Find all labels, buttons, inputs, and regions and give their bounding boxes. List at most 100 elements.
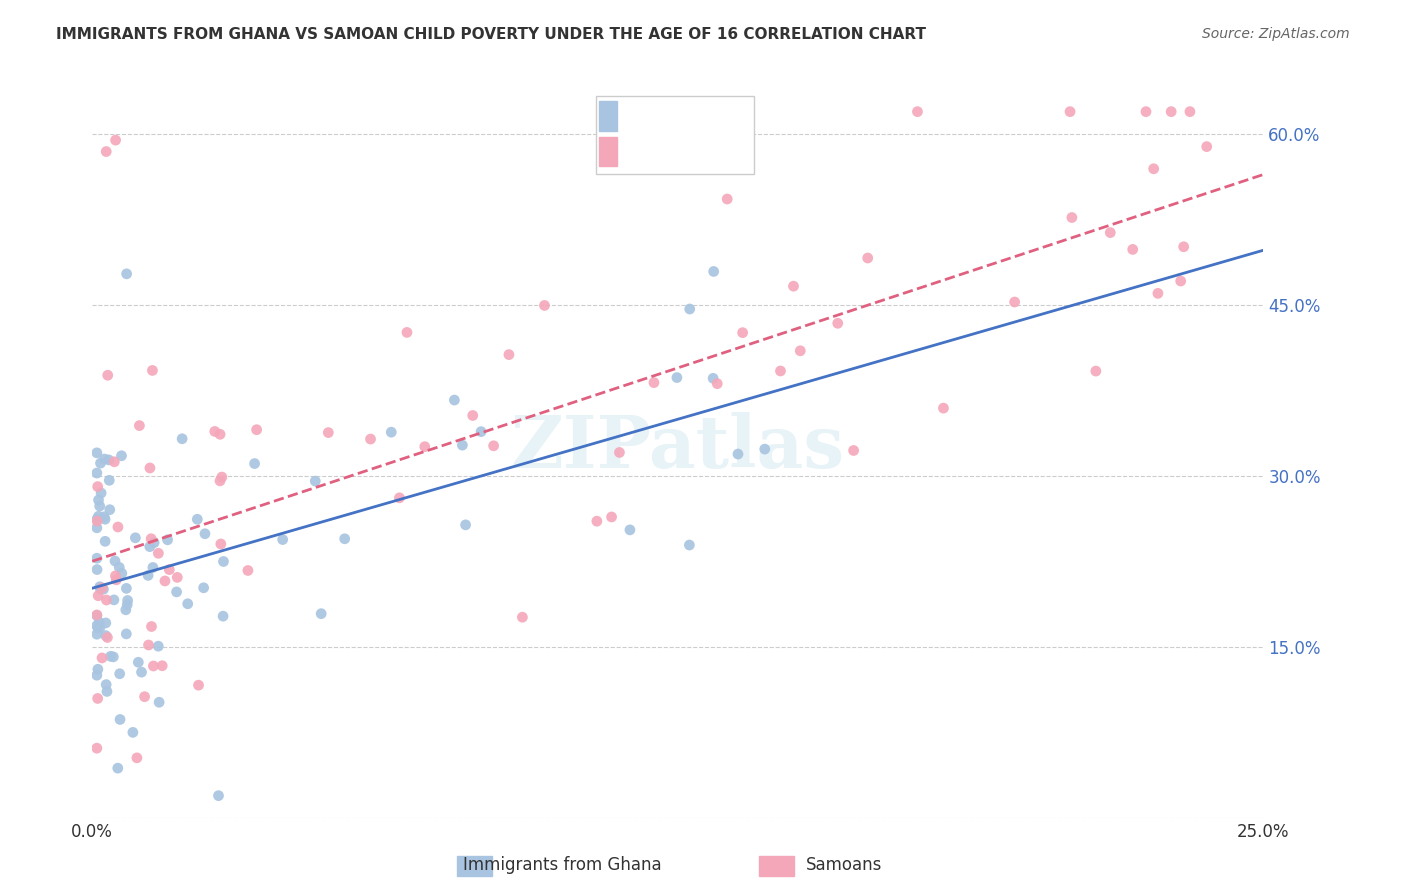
Point bbox=[454, 517, 477, 532]
Point bbox=[87, 493, 110, 508]
Text: R =: R = bbox=[619, 143, 658, 161]
Point bbox=[177, 597, 200, 611]
Point bbox=[609, 445, 631, 459]
Point bbox=[107, 761, 129, 775]
Point bbox=[91, 651, 114, 665]
Point bbox=[388, 491, 411, 505]
Point bbox=[309, 607, 332, 621]
Point bbox=[212, 554, 235, 568]
Point bbox=[97, 368, 120, 383]
Point bbox=[1170, 274, 1192, 288]
Point bbox=[89, 456, 111, 470]
Point bbox=[86, 608, 108, 623]
Point bbox=[842, 443, 865, 458]
Point bbox=[498, 348, 520, 362]
Point bbox=[91, 581, 114, 595]
Point bbox=[1060, 211, 1083, 225]
Point bbox=[104, 133, 127, 147]
Point bbox=[110, 449, 132, 463]
Point bbox=[114, 603, 136, 617]
Point bbox=[86, 480, 108, 494]
Point bbox=[89, 582, 111, 596]
Point bbox=[134, 690, 156, 704]
Text: N =: N = bbox=[696, 105, 747, 123]
Point bbox=[586, 514, 609, 528]
Point bbox=[932, 401, 955, 416]
Point bbox=[619, 523, 641, 537]
Point bbox=[89, 580, 111, 594]
Point bbox=[141, 619, 163, 633]
Point bbox=[395, 326, 418, 340]
Point bbox=[304, 474, 326, 488]
Point bbox=[93, 582, 115, 597]
Bar bbox=[457, 856, 492, 876]
Point bbox=[138, 638, 160, 652]
Point bbox=[208, 474, 231, 488]
Point bbox=[166, 570, 188, 584]
Text: Samoans: Samoans bbox=[806, 856, 882, 874]
Point bbox=[1004, 295, 1026, 310]
Point bbox=[150, 658, 173, 673]
Point bbox=[533, 298, 555, 312]
Point bbox=[186, 512, 208, 526]
Point bbox=[482, 439, 505, 453]
Text: ZIPatlas: ZIPatlas bbox=[510, 412, 845, 483]
Point bbox=[136, 568, 159, 582]
Point bbox=[86, 607, 108, 622]
Point bbox=[1122, 243, 1144, 257]
Point bbox=[100, 649, 122, 664]
Point bbox=[94, 615, 117, 630]
Point bbox=[678, 538, 700, 552]
Point bbox=[142, 560, 165, 574]
Point bbox=[139, 540, 162, 554]
Text: Immigrants from Ghana: Immigrants from Ghana bbox=[463, 856, 662, 874]
Text: N =: N = bbox=[696, 143, 747, 161]
Point bbox=[1147, 286, 1170, 301]
Point bbox=[1143, 161, 1166, 176]
Point bbox=[107, 520, 129, 534]
Point bbox=[789, 343, 811, 358]
Point bbox=[115, 627, 138, 641]
Point bbox=[157, 563, 180, 577]
Point bbox=[86, 466, 108, 480]
Point bbox=[87, 662, 110, 676]
Point bbox=[86, 563, 108, 577]
Point bbox=[141, 363, 163, 377]
Point bbox=[679, 301, 702, 316]
Point bbox=[1135, 104, 1157, 119]
Text: 87: 87 bbox=[731, 105, 755, 123]
Text: R =: R = bbox=[619, 105, 658, 123]
Point bbox=[103, 593, 125, 607]
Point bbox=[643, 376, 665, 390]
Point bbox=[193, 581, 215, 595]
Point bbox=[104, 569, 127, 583]
Point bbox=[125, 751, 148, 765]
Point bbox=[94, 629, 117, 643]
Point bbox=[86, 512, 108, 526]
Point bbox=[108, 560, 131, 574]
Point bbox=[246, 423, 269, 437]
Point bbox=[207, 789, 229, 803]
Text: Source: ZipAtlas.com: Source: ZipAtlas.com bbox=[1202, 27, 1350, 41]
Point bbox=[93, 509, 115, 524]
Point bbox=[89, 615, 111, 629]
Point bbox=[706, 376, 728, 391]
Point bbox=[87, 621, 110, 635]
Point bbox=[96, 593, 118, 607]
Point bbox=[1195, 139, 1218, 153]
Point bbox=[380, 425, 402, 439]
Point bbox=[318, 425, 340, 440]
Point bbox=[128, 418, 150, 433]
Point bbox=[769, 364, 792, 378]
Point bbox=[87, 589, 110, 603]
Text: 0.027: 0.027 bbox=[664, 105, 721, 123]
Point bbox=[90, 486, 112, 500]
Point bbox=[96, 145, 118, 159]
Point bbox=[148, 639, 170, 653]
Point bbox=[470, 425, 492, 439]
Point bbox=[86, 627, 108, 641]
Point bbox=[139, 461, 162, 475]
Point bbox=[103, 455, 125, 469]
Point bbox=[86, 691, 108, 706]
Point bbox=[148, 546, 170, 560]
